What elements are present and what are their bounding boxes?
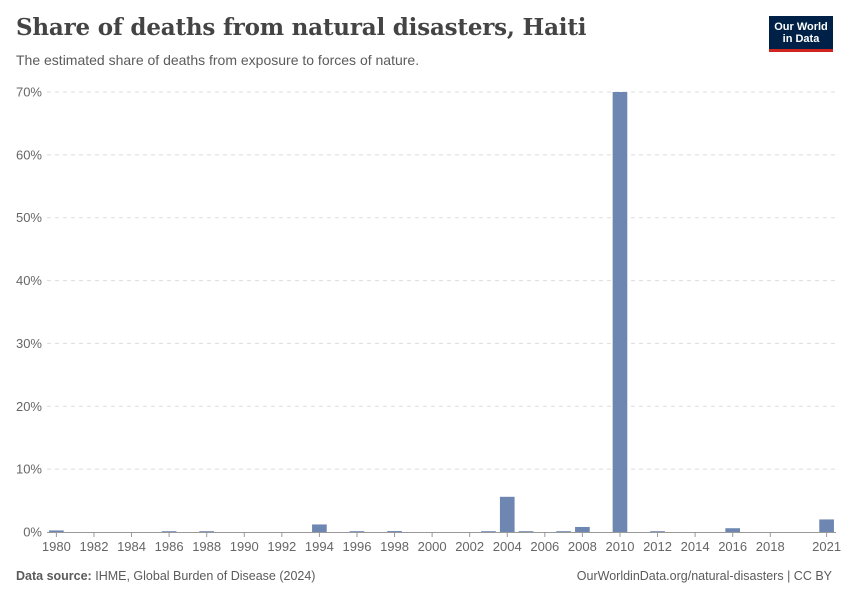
bar-2021[interactable] (819, 519, 834, 532)
data-source: Data source: IHME, Global Burden of Dise… (16, 569, 315, 583)
x-tick-label: 1980 (42, 539, 71, 554)
bar-2007[interactable] (556, 531, 571, 532)
x-tick-label: 1994 (305, 539, 334, 554)
x-tick-label: 2000 (418, 539, 447, 554)
bar-2012[interactable] (650, 531, 665, 532)
x-tick-label: 2018 (756, 539, 785, 554)
bar-1980[interactable] (49, 530, 64, 532)
logo-line-2: in Data (782, 33, 820, 45)
y-tick-label: 70% (16, 85, 42, 100)
bar-1988[interactable] (199, 531, 215, 532)
source-url[interactable]: OurWorldinData.org/natural-disasters | C… (576, 569, 832, 583)
y-tick-label: 30% (16, 336, 42, 351)
bar-1996[interactable] (349, 531, 365, 532)
x-axis: 1980 1982 1984 1986 1988 1990 1992 1994 1996 1998… (42, 532, 841, 554)
bar-1998[interactable] (387, 531, 402, 532)
x-tick-label: 2014 (681, 539, 710, 554)
x-tick-label: 2021 (812, 539, 841, 554)
y-tick-label: 50% (16, 210, 42, 225)
x-tick-label: 1990 (230, 539, 259, 554)
bar-2010[interactable] (612, 92, 628, 532)
bar-1986[interactable] (161, 531, 177, 532)
bar-2003[interactable] (481, 531, 496, 532)
y-tick-label: 60% (16, 147, 42, 162)
y-axis-labels: 0% 10% 20% 30% 40% 50% 60% 70% (16, 85, 42, 540)
chart-title: Share of deaths from natural disasters, … (16, 14, 587, 41)
data-source-text: IHME, Global Burden of Disease (2024) (95, 569, 316, 583)
x-tick-label: 2006 (530, 539, 559, 554)
x-tick-label: 1982 (80, 539, 109, 554)
bar-2005[interactable] (518, 531, 534, 532)
y-tick-label: 10% (16, 462, 42, 477)
x-tick-label: 2016 (718, 539, 747, 554)
x-tick-label: 2012 (643, 539, 672, 554)
bar-2008[interactable] (575, 526, 590, 532)
bar-2016[interactable] (725, 528, 741, 532)
data-source-label: Data source: (16, 569, 92, 583)
owid-logo[interactable]: Our World in Data (769, 16, 833, 52)
x-tick-label: 1986 (155, 539, 184, 554)
y-tick-label: 20% (16, 399, 42, 414)
x-tick-label: 2004 (493, 539, 522, 554)
x-tick-label: 1996 (343, 539, 372, 554)
x-tick-label: 2008 (568, 539, 597, 554)
bars (49, 92, 834, 532)
y-tick-label: 0% (23, 525, 42, 540)
x-tick-label: 2002 (455, 539, 484, 554)
x-tick-label: 1998 (380, 539, 409, 554)
chart-subtitle: The estimated share of deaths from expos… (16, 52, 420, 68)
x-tick-label: 2010 (606, 539, 635, 554)
x-tick-label: 1992 (267, 539, 296, 554)
logo-line-1: Our World (774, 21, 828, 33)
x-tick-label: 1988 (192, 539, 221, 554)
y-tick-label: 40% (16, 273, 42, 288)
gridlines (47, 91, 836, 470)
bar-2004[interactable] (499, 496, 515, 532)
x-tick-label: 1984 (117, 539, 146, 554)
bar-1994[interactable] (312, 524, 327, 532)
